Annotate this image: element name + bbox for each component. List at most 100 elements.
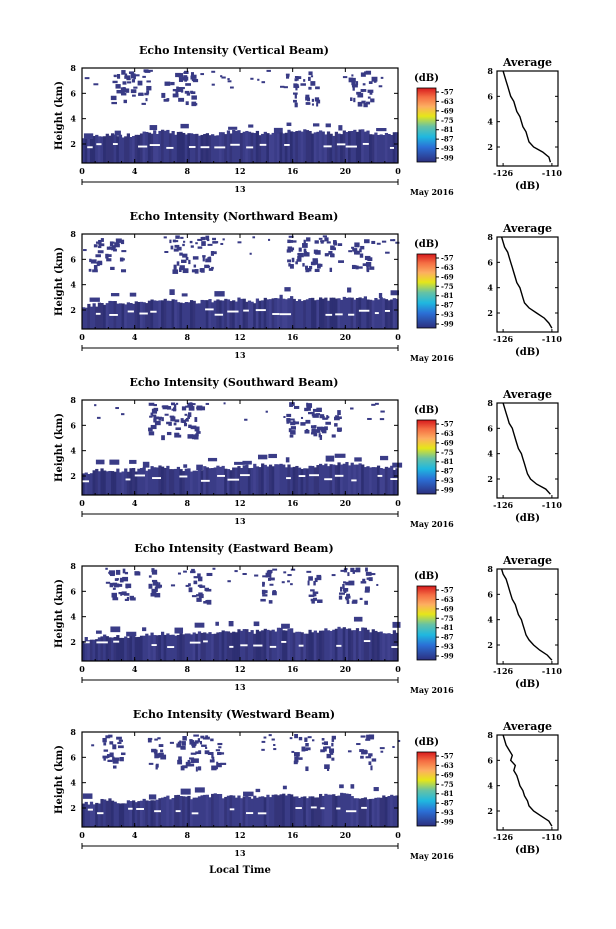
clutter-cell xyxy=(313,581,316,586)
echo-layer-cell xyxy=(82,640,86,661)
clutter-cell xyxy=(175,91,179,95)
echo-layer-cell xyxy=(313,132,317,163)
echo-layer-cell xyxy=(276,131,281,163)
echo-gap-cell xyxy=(127,310,134,313)
echo-layer-cell xyxy=(192,797,196,827)
echo-layer-cell xyxy=(200,299,204,329)
echo-layer-cell xyxy=(124,136,128,163)
colorbar-tick-label: -63 xyxy=(441,263,454,272)
x-tick-label: 20 xyxy=(340,166,352,176)
clutter-cell xyxy=(305,766,309,772)
clutter-cell xyxy=(172,88,179,92)
clutter-cell xyxy=(191,101,197,107)
clutter-cell xyxy=(306,237,311,242)
echo-layer-cell xyxy=(345,461,349,495)
x-tick-label: 16 xyxy=(287,166,299,176)
echo-layer-cell xyxy=(350,630,354,661)
echo-gap-cell xyxy=(255,309,266,312)
clutter-cell xyxy=(261,589,266,595)
echo-layer-cell xyxy=(105,800,109,827)
echo-layer-cell xyxy=(366,799,370,827)
echo-gap-cell xyxy=(138,145,148,148)
echo-gap-cell xyxy=(167,646,176,648)
echo-gap-cell xyxy=(96,143,102,146)
echo-gap-cell xyxy=(139,312,151,315)
clutter-cell xyxy=(237,241,242,244)
clutter-cell xyxy=(181,87,185,90)
echo-layer-cell xyxy=(218,632,223,661)
echo-layer-cell xyxy=(316,465,320,495)
clutter-cell xyxy=(121,413,125,416)
echo-layer-cell xyxy=(287,464,291,495)
clutter-cell xyxy=(124,73,128,78)
echo-layer-cell xyxy=(103,304,107,329)
echo-gap-cell xyxy=(374,312,379,315)
clutter-cell xyxy=(337,243,343,246)
echo-layer-cell xyxy=(179,633,183,661)
clutter-cell xyxy=(261,81,266,84)
echo-layer-cell xyxy=(208,135,212,163)
clutter-cell xyxy=(84,77,90,80)
clutter-cell xyxy=(227,80,232,83)
clutter-cell xyxy=(308,86,312,90)
clutter-cell xyxy=(296,756,299,760)
echo-layer-cell xyxy=(313,630,317,661)
echo-blob-cell xyxy=(234,461,245,465)
profile-y-tick-label: 2 xyxy=(487,308,493,318)
echo-layer-cell xyxy=(355,298,360,329)
clutter-cell xyxy=(110,266,115,271)
echo-layer-cell xyxy=(234,467,238,495)
clutter-cell xyxy=(368,753,373,757)
echo-layer-cell xyxy=(271,132,275,163)
clutter-cell xyxy=(178,97,185,102)
clutter-cell xyxy=(294,76,299,79)
clutter-cell xyxy=(227,580,231,583)
echo-gap-cell xyxy=(246,146,258,149)
clutter-cell xyxy=(310,432,316,435)
echo-layer-cell xyxy=(390,794,394,827)
y-tick-label: 8 xyxy=(70,229,76,239)
clutter-cell xyxy=(146,85,152,91)
profile-y-tick-label: 6 xyxy=(487,589,493,599)
clutter-cell xyxy=(133,86,138,89)
colorbar-tick-label: -87 xyxy=(441,301,454,310)
clutter-cell xyxy=(367,417,372,420)
echo-layer-cell xyxy=(350,297,354,329)
echo-layer-cell xyxy=(371,629,375,661)
echo-layer-cell xyxy=(271,794,275,827)
clutter-cell xyxy=(371,76,378,82)
echo-layer-cell xyxy=(182,132,186,163)
clutter-cell xyxy=(318,237,323,240)
clutter-cell xyxy=(223,402,226,405)
clutter-cell xyxy=(161,417,164,422)
echo-layer-cell xyxy=(263,797,267,827)
clutter-cell xyxy=(194,741,199,744)
echo-layer-cell xyxy=(147,800,152,827)
clutter-cell xyxy=(181,741,186,746)
clutter-cell xyxy=(316,574,322,579)
clutter-cell xyxy=(290,240,294,243)
echo-layer-cell xyxy=(324,134,328,163)
echo-gap-cell xyxy=(128,807,133,810)
clutter-cell xyxy=(265,572,272,578)
echo-gap-cell xyxy=(345,810,357,813)
echo-layer-cell xyxy=(153,467,157,495)
echo-layer-cell xyxy=(171,469,175,495)
colorbar-tick-label: -99 xyxy=(441,154,454,163)
y-tick-label: 2 xyxy=(70,305,76,315)
echo-layer-cell xyxy=(258,135,262,163)
echo-layer-cell xyxy=(95,802,99,827)
echo-gap-cell xyxy=(84,641,90,644)
echo-layer-cell xyxy=(155,133,159,163)
echo-gap-cell xyxy=(229,808,235,811)
x-tick-label: 12 xyxy=(234,664,245,674)
echo-layer-cell xyxy=(253,303,257,329)
y-tick-label: 2 xyxy=(70,139,76,149)
echo-layer-cell xyxy=(126,637,130,661)
echo-layer-cell xyxy=(395,132,399,163)
clutter-cell xyxy=(206,599,212,605)
clutter-cell xyxy=(190,570,196,574)
echo-layer-cell xyxy=(211,793,215,827)
clutter-cell xyxy=(211,753,214,759)
clutter-cell xyxy=(306,102,311,105)
